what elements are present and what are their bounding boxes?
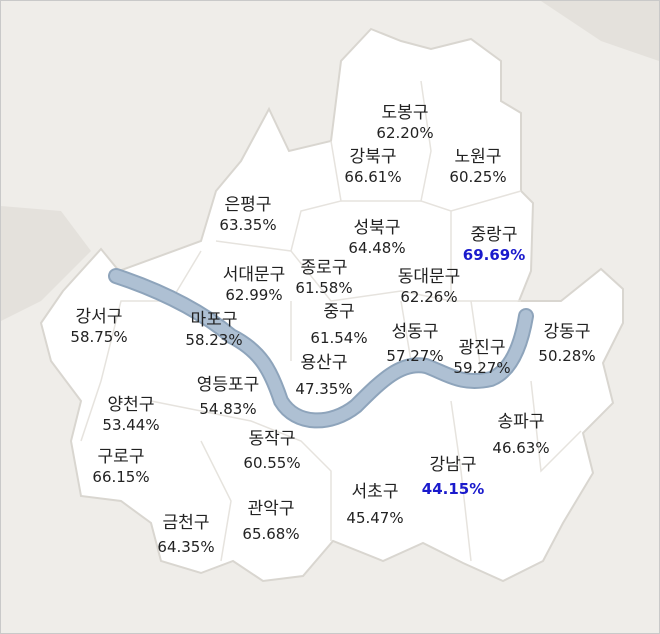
district-value: 61.58% (295, 279, 353, 297)
district-label-guro: 구로구 66.15% (92, 447, 149, 487)
district-value: 60.55% (243, 454, 301, 472)
district-name: 성북구 (353, 218, 401, 238)
district-name: 강북구 (349, 147, 397, 167)
district-name: 성동구 (391, 322, 439, 342)
district-label-songpa: 송파구 46.63% (492, 412, 549, 458)
district-label-dobong: 도봉구 62.20% (376, 103, 433, 143)
district-name: 강남구 (429, 455, 477, 475)
district-name: 양천구 (107, 395, 155, 415)
district-value: 64.35% (157, 538, 215, 556)
district-label-gangdong: 강동구 50.28% (538, 322, 595, 366)
district-value-max: 69.69% (462, 246, 526, 264)
district-value: 61.54% (310, 329, 368, 347)
district-label-jongno: 종로구 61.58% (295, 258, 352, 298)
district-label-yangcheon: 양천구 53.44% (102, 395, 159, 435)
district-name: 동작구 (248, 429, 296, 449)
district-name: 강서구 (75, 307, 123, 327)
district-name: 관악구 (247, 499, 295, 519)
district-name: 중구 (323, 302, 355, 322)
district-label-geumcheon: 금천구 64.35% (157, 513, 214, 557)
district-name: 구로구 (97, 447, 145, 467)
district-value: 58.75% (70, 328, 128, 346)
district-value: 53.44% (102, 416, 160, 434)
district-name: 송파구 (497, 412, 545, 432)
district-label-jung: 중구 61.54% (310, 302, 367, 348)
han-river-fill (110, 270, 532, 427)
district-label-seongdong: 성동구 57.27% (386, 322, 443, 366)
district-label-seocho: 서초구 45.47% (346, 482, 403, 528)
district-value: 60.25% (449, 168, 507, 186)
district-value: 54.83% (199, 400, 257, 418)
district-value: 58.23% (185, 331, 243, 349)
district-name: 중랑구 (470, 225, 518, 245)
district-name: 영등포구 (196, 375, 260, 395)
district-value: 46.63% (492, 439, 550, 457)
district-value: 66.61% (344, 168, 402, 186)
district-value: 50.28% (538, 347, 596, 365)
district-label-dongdaemun: 동대문구 62.26% (398, 267, 461, 307)
district-value: 47.35% (295, 380, 353, 398)
district-name: 강동구 (543, 322, 591, 342)
district-label-mapo: 마포구 58.23% (185, 310, 242, 350)
district-label-gangbuk: 강북구 66.61% (344, 147, 401, 187)
district-name: 용산구 (300, 353, 348, 373)
district-label-gwangjin: 광진구 59.27% (453, 338, 510, 378)
district-borders (80, 80, 582, 562)
district-name: 은평구 (224, 195, 272, 215)
district-value: 66.15% (92, 468, 150, 486)
district-name: 도봉구 (381, 103, 429, 123)
district-label-gwanak: 관악구 65.68% (242, 499, 299, 544)
district-name: 동대문구 (397, 267, 461, 287)
district-value: 62.26% (400, 288, 458, 306)
district-label-eunpyeong: 은평구 63.35% (219, 195, 276, 235)
district-label-dongjak: 동작구 60.55% (243, 429, 300, 473)
seoul-outline (39, 27, 624, 583)
district-label-seodaemun: 서대문구 62.99% (223, 265, 286, 305)
district-name: 종로구 (300, 258, 348, 278)
district-name: 금천구 (162, 513, 210, 533)
district-name: 노원구 (454, 147, 502, 167)
district-label-seongbuk: 성북구 64.48% (348, 218, 405, 258)
district-name: 마포구 (190, 310, 238, 330)
district-label-nowon: 노원구 60.25% (449, 147, 506, 187)
district-value: 45.47% (346, 509, 404, 527)
district-value: 59.27% (453, 359, 511, 377)
district-name: 서대문구 (222, 265, 286, 285)
district-label-yongsan: 용산구 47.35% (295, 353, 352, 399)
district-name: 광진구 (458, 338, 506, 358)
district-label-gangnam: 강남구 44.15% (422, 455, 484, 499)
district-value: 63.35% (219, 216, 277, 234)
district-value: 65.68% (242, 525, 300, 543)
district-label-yeongdeungpo: 영등포구 54.83% (197, 375, 260, 419)
district-value: 57.27% (386, 347, 444, 365)
district-value: 62.99% (225, 286, 283, 304)
district-label-gangseo: 강서구 58.75% (70, 307, 127, 347)
district-label-jungnang: 중랑구 69.69% (463, 225, 525, 265)
district-value: 64.48% (348, 239, 406, 257)
district-value-min: 44.15% (421, 480, 485, 498)
district-value: 62.20% (376, 124, 434, 142)
surrounding-terrain (1, 1, 659, 321)
district-name: 서초구 (351, 482, 399, 502)
